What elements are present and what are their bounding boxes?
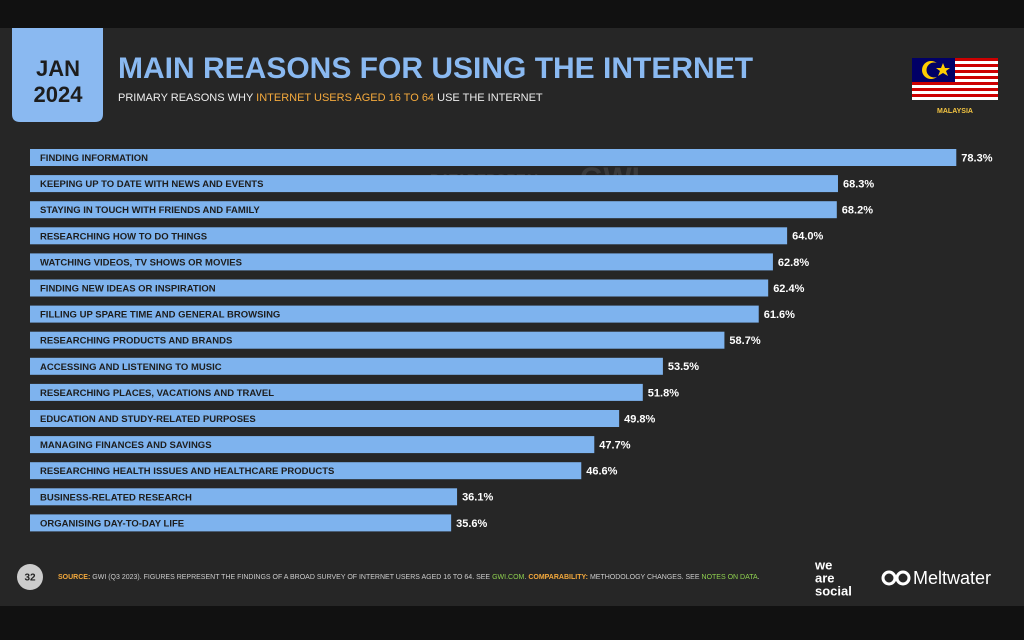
source-note: SOURCE: GWI (Q3 2023). FIGURES REPRESENT …: [58, 574, 760, 581]
bar: [30, 149, 957, 166]
date-box: [12, 28, 103, 122]
category-label: ACCESSING AND LISTENING TO MUSIC: [40, 362, 222, 373]
source-link: GWI.COM: [492, 574, 524, 581]
brand: Meltwater: [913, 568, 991, 588]
category-label: RESEARCHING PRODUCTS AND BRANDS: [40, 336, 232, 347]
value-label: 78.3%: [961, 152, 992, 164]
value-label: 58.7%: [729, 335, 760, 347]
page-number: 32: [24, 573, 36, 584]
value-label: 53.5%: [668, 361, 699, 373]
value-label: 46.6%: [586, 466, 617, 478]
category-label: EDUCATION AND STUDY-RELATED PURPOSES: [40, 414, 256, 425]
value-label: 35.6%: [456, 518, 487, 530]
value-label: 36.1%: [462, 492, 493, 504]
bars: FINDING INFORMATION 78.3% KEEPING UP TO DA…: [30, 149, 993, 532]
bar: [30, 357, 663, 375]
category-label: FINDING NEW IDEAS OR INSPIRATION: [40, 284, 216, 295]
source-plain: .: [524, 574, 526, 581]
bar: [30, 305, 759, 323]
category-label: STAYING IN TOUCH WITH FRIENDS AND FAMILY: [40, 205, 260, 216]
subtitle-text: USE THE INTERNET: [437, 92, 543, 104]
bar: [30, 436, 595, 454]
value-label: 62.8%: [778, 257, 809, 269]
page-badge: [17, 564, 43, 590]
category-label: RESEARCHING HEALTH ISSUES AND HEALTHCARE…: [40, 466, 334, 477]
source-plain: .: [758, 574, 760, 581]
bar: [30, 410, 620, 427]
brand: are: [815, 570, 835, 585]
source-plain: METHODOLOGY CHANGES. SEE: [590, 574, 700, 581]
brand: social: [815, 583, 852, 598]
meltwater-logo: [881, 570, 911, 586]
value-label: 47.7%: [599, 440, 630, 452]
category-label: BUSINESS-RELATED RESEARCH: [40, 492, 192, 503]
chart-title: MAIN REASONS FOR USING THE INTERNET: [118, 52, 753, 85]
category-label: RESEARCHING HOW TO DO THINGS: [40, 231, 207, 242]
bar: [30, 488, 458, 506]
source-link: NOTES ON DATA: [702, 574, 758, 581]
category-label: WATCHING VIDEOS, TV SHOWS OR MOVIES: [40, 257, 242, 268]
flag: [912, 58, 998, 100]
bar: [30, 462, 582, 480]
category-label: KEEPING UP TO DATE WITH NEWS AND EVENTS: [40, 179, 263, 190]
subtitle: PRIMARY REASONS WHY INTERNET USERS AGED …: [118, 92, 543, 104]
bar: [30, 279, 769, 297]
category-label: ORGANISING DAY-TO-DAY LIFE: [40, 518, 184, 529]
bar: [30, 175, 838, 193]
date-year: 2024: [34, 82, 84, 107]
source-key: SOURCE:: [58, 574, 90, 581]
bar: [30, 201, 837, 219]
category-label: FINDING INFORMATION: [40, 153, 148, 164]
subtitle-text: PRIMARY REASONS WHY: [118, 92, 254, 104]
category-label: FILLING UP SPARE TIME AND GENERAL BROWSI…: [40, 310, 280, 321]
bar: [30, 227, 788, 245]
date-month: JAN: [36, 56, 80, 81]
value-label: 49.8%: [624, 413, 655, 425]
bar: [30, 331, 725, 349]
value-label: 51.8%: [648, 387, 679, 399]
value-label: 68.2%: [842, 205, 873, 217]
bar: [30, 383, 643, 401]
brand: we: [814, 557, 832, 572]
category-label: MANAGING FINANCES AND SAVINGS: [40, 440, 212, 451]
source-plain: GWI (Q3 2023). FIGURES REPRESENT THE FIN…: [92, 574, 490, 581]
bar: [30, 514, 452, 532]
value-label: 61.6%: [764, 309, 795, 321]
source-key: COMPARABILITY:: [528, 574, 588, 581]
value-label: 68.3%: [843, 179, 874, 191]
country-label: MALAYSIA: [937, 108, 973, 115]
value-label: 64.0%: [792, 231, 823, 243]
value-label: 62.4%: [773, 283, 804, 295]
subtitle-highlight: INTERNET USERS AGED 16 TO 64: [256, 92, 434, 104]
category-label: RESEARCHING PLACES, VACATIONS AND TRAVEL: [40, 388, 274, 399]
bar: [30, 253, 773, 271]
